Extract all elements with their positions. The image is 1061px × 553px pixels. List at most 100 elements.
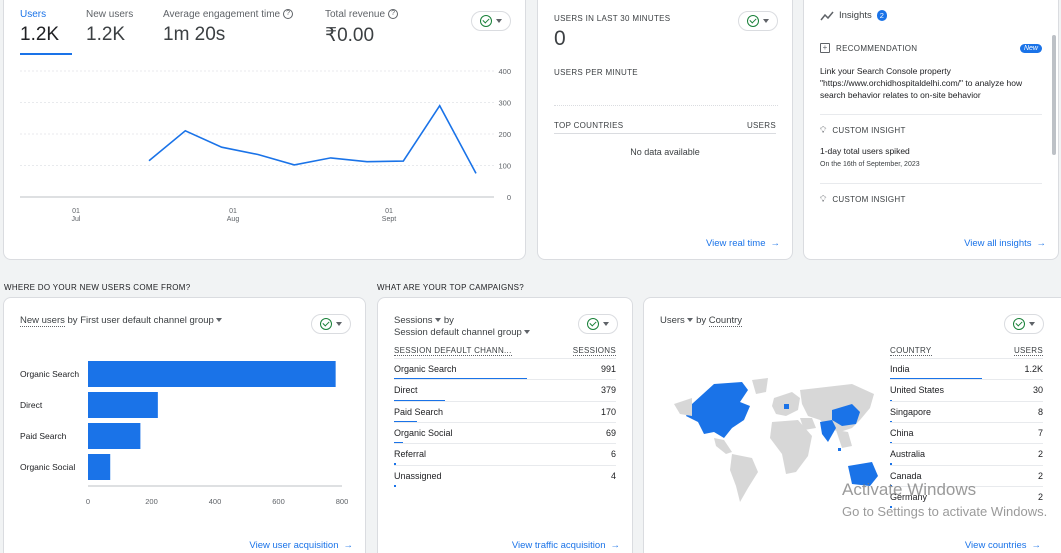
table-row[interactable]: Direct 379 [394,379,616,402]
view-all-insights-link[interactable]: View all insights → [964,238,1046,249]
column-header-users[interactable]: USERS [1013,346,1043,356]
insight-item-custom[interactable]: 💡︎ CUSTOM INSIGHT [820,194,1042,205]
row-value: 379 [600,385,616,396]
insight-item-custom[interactable]: 💡︎ CUSTOM INSIGHT 1-day total users spik… [820,125,1042,168]
insight-type-label: CUSTOM INSIGHT [832,126,906,135]
per-minute-sparkline-placeholder [554,105,778,106]
map-middle-east [800,418,816,430]
y-tick-label: 400 [498,67,511,76]
countries-table: COUNTRY USERS India 1.2K United States 30 Si… [890,346,1043,509]
column-header-sessions[interactable]: SESSIONS [572,346,616,356]
x-tick-day: 01 [229,208,237,215]
metric-picker[interactable]: Users [660,315,685,326]
x-tick-label: 400 [209,497,222,506]
table-row[interactable]: Organic Social 69 [394,421,616,445]
channel-bar [88,423,141,449]
x-tick-month: Aug [227,216,240,223]
metric-tab-engagement[interactable]: Average engagement time? [163,9,294,20]
chevron-down-icon [496,19,502,23]
map-india [820,420,836,442]
help-icon[interactable]: ? [388,9,399,20]
no-data-message: No data available [630,147,700,157]
table-row[interactable]: Singapore 8 [890,400,1043,423]
y-tick-label: 300 [498,99,511,108]
dimension-picker[interactable]: Session default channel group [394,327,522,338]
row-value: 2 [1037,491,1043,502]
insight-type-label: CUSTOM INSIGHT [832,195,906,204]
by-label: by [696,315,707,326]
data-status-dropdown[interactable] [578,314,618,334]
view-countries-link[interactable]: View countries → [964,540,1042,551]
view-user-acquisition-link[interactable]: View user acquisition → [249,540,353,551]
data-status-dropdown[interactable] [471,11,511,31]
bar-category-label: Organic Social [20,462,75,472]
insight-text: Link your Search Console property "https… [820,66,1023,100]
row-label: Singapore [890,406,932,417]
row-value: 170 [600,406,616,417]
table-row[interactable]: India 1.2K [890,358,1043,381]
view-traffic-acquisition-link[interactable]: View traffic acquisition → [511,540,621,551]
dimension-picker[interactable]: Country [708,315,743,327]
metric-picker[interactable]: New users [20,315,65,327]
campaigns-dimension-picker[interactable]: Sessions by Session default channel grou… [394,315,531,339]
data-status-dropdown[interactable] [738,11,778,31]
activate-windows-subtext: Go to Settings to activate Windows. [842,504,1048,519]
users-column-header: USERS [746,121,776,130]
arrow-right-icon: → [770,238,781,249]
countries-dimension-picker[interactable]: Users by Country [660,315,743,327]
help-icon[interactable]: ? [283,9,294,20]
chevron-down-icon [603,322,609,326]
check-circle-icon [1013,318,1025,330]
row-value: 2 [1037,470,1043,481]
column-header-country[interactable]: COUNTRY [890,346,932,356]
chevron-down-icon [435,318,442,323]
table-row[interactable]: Germany 2 [890,485,1043,509]
table-row[interactable]: China 7 [890,421,1043,445]
metric-tab-users[interactable]: Users [20,9,47,20]
row-label: Paid Search [394,406,444,417]
arrow-right-icon: → [1031,540,1042,551]
x-tick-label: 200 [145,497,158,506]
insights-scrollbar[interactable] [1052,35,1056,155]
new-badge: New [1019,43,1042,53]
metric-tab-revenue[interactable]: Total revenue? [325,9,399,20]
x-tick-label: 0 [86,497,90,506]
table-row[interactable]: Paid Search 170 [394,400,616,423]
x-tick-label: 800 [336,497,349,506]
table-row[interactable]: Australia 2 [890,443,1043,466]
row-label: Canada [890,470,922,481]
row-label: China [890,427,914,438]
metric-picker[interactable]: Sessions [394,315,433,326]
y-tick-label: 100 [498,162,511,171]
row-value: 991 [600,364,616,374]
chevron-down-icon [1029,322,1035,326]
table-row[interactable]: Referral 6 [394,443,616,466]
data-status-dropdown[interactable] [311,314,351,334]
table-row[interactable]: Organic Search 991 [394,358,616,381]
view-realtime-link[interactable]: View real time → [706,238,780,249]
row-value: 4 [610,470,616,481]
bar-category-label: Organic Search [20,369,79,379]
campaigns-table: SESSION DEFAULT CHANN... SESSIONS Organi… [394,346,616,496]
realtime-card: USERS IN LAST 30 MINUTES 0 USERS PER MIN… [537,0,793,260]
metric-engagement-value: 1m 20s [163,24,226,45]
arrow-right-icon: → [343,540,354,551]
acquisition-dimension-picker[interactable]: New users by First user default channel … [20,315,223,327]
data-status-dropdown[interactable] [1004,314,1044,334]
table-divider [554,133,776,134]
campaigns-card: Sessions by Session default channel grou… [377,297,633,553]
insight-item-recommendation[interactable]: + RECOMMENDATION New Link your Search Co… [820,43,1042,101]
chevron-down-icon [216,318,223,323]
table-row[interactable]: United States 30 [890,379,1043,402]
column-header-channel[interactable]: SESSION DEFAULT CHANN... [394,346,512,356]
insights-count-badge: 2 [876,10,887,21]
overview-card: Users 1.2K New users 1.2K Average engage… [3,0,526,260]
dimension-picker[interactable]: by First user default channel group [67,315,214,326]
metric-tab-new-users[interactable]: New users [86,9,134,20]
row-value: 69 [605,427,616,438]
table-row[interactable]: Unassigned 4 [394,464,616,487]
map-germany [784,404,789,409]
map-africa [770,420,812,474]
arrow-right-icon: → [610,540,621,551]
insight-divider [820,183,1042,184]
